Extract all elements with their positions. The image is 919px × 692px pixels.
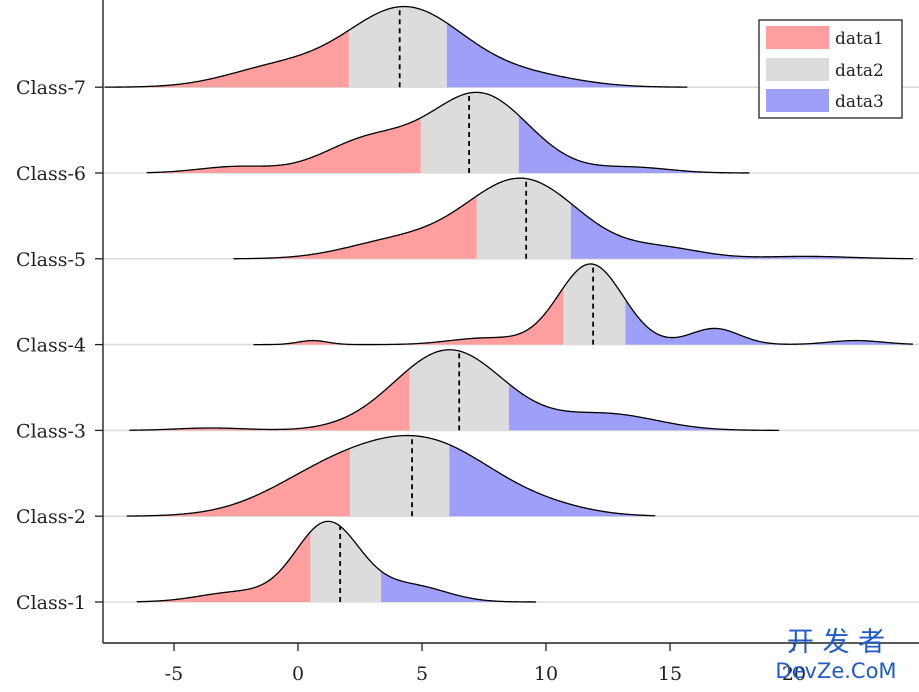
x-tick-label: 0 <box>292 663 304 685</box>
ridge-class-7-data2-area <box>348 6 447 88</box>
ridge-class-6-outline <box>146 91 750 174</box>
ridge-class-4-data3-area <box>625 299 914 345</box>
y-ticks: Class-1 Class-2 Class-3 Class-4 Class-5 Class… <box>16 77 103 614</box>
ridge-class-4-data1-area <box>253 287 564 345</box>
ridge-class-3-data3-area <box>508 383 780 431</box>
ridge-class-1-data2-area <box>310 521 382 602</box>
legend-swatch-data2 <box>766 58 829 81</box>
ridge-class-5-data1-area <box>233 196 477 259</box>
ridge-class-3-data1-area <box>129 368 410 431</box>
x-tick-label: -5 <box>165 663 184 685</box>
y-tick-label: Class-7 <box>16 77 86 99</box>
x-ticks: -5 0 5 10 15 20 <box>165 643 806 685</box>
ridge-class-2-outline <box>126 434 656 517</box>
y-tick-label: Class-2 <box>16 506 86 528</box>
ridges <box>104 5 914 603</box>
ridge-class-1-data1-area <box>136 531 311 602</box>
ridge-class-2-data3-area <box>449 444 656 517</box>
x-tick-label: 15 <box>658 663 682 685</box>
ridge-class-3-outline <box>129 349 780 432</box>
ridge-class-7-data3-area <box>446 22 688 88</box>
y-tick-label: Class-5 <box>16 249 86 271</box>
axes <box>102 0 919 644</box>
ridge-class-5-data3-area <box>570 203 914 259</box>
ridge-class-6-data1-area <box>146 117 421 173</box>
ridge-class-1-outline <box>136 520 537 603</box>
ridge-class-4-data2-area <box>563 263 626 345</box>
legend-label-data1: data1 <box>835 29 884 49</box>
ridge-class-5 <box>233 177 914 260</box>
legend: data1 data2 data3 <box>758 19 903 119</box>
ridge-class-4-outline <box>253 263 914 346</box>
ridge-class-5-data2-area <box>476 178 571 259</box>
x-tick-label: 5 <box>416 663 428 685</box>
ridge-class-7-data1-area <box>104 30 349 88</box>
legend-swatch-data1 <box>766 26 829 49</box>
ridge-class-6-data3-area <box>518 115 750 173</box>
ridge-class-2-data2-area <box>350 435 450 517</box>
ridge-class-2-data1-area <box>126 448 351 517</box>
y-tick-label: Class-6 <box>16 163 86 185</box>
ridge-class-5-outline <box>233 177 914 260</box>
y-tick-label: Class-1 <box>16 592 86 614</box>
watermark-line2: DevZe.CoM <box>775 659 896 683</box>
ridge-class-7-outline <box>104 5 688 88</box>
y-tick-label: Class-4 <box>16 335 86 357</box>
ridge-class-2 <box>126 434 656 517</box>
watermark-line1: 开 发 者 <box>787 627 885 658</box>
ridge-class-6 <box>146 91 750 174</box>
legend-swatch-data3 <box>766 89 829 112</box>
y-tick-label: Class-3 <box>16 420 86 442</box>
legend-label-data2: data2 <box>835 61 884 81</box>
ridge-class-1 <box>136 520 537 603</box>
watermark: 开 发 者 DevZe.CoM <box>775 627 896 683</box>
x-tick-label: 10 <box>534 663 558 685</box>
x-tick-label: 20 <box>782 663 806 685</box>
ridge-class-4 <box>253 263 914 346</box>
legend-label-data3: data3 <box>835 92 884 112</box>
ridge-class-3 <box>129 349 780 432</box>
ridge-class-7 <box>104 5 688 88</box>
ridge-class-1-data3-area <box>381 571 537 602</box>
